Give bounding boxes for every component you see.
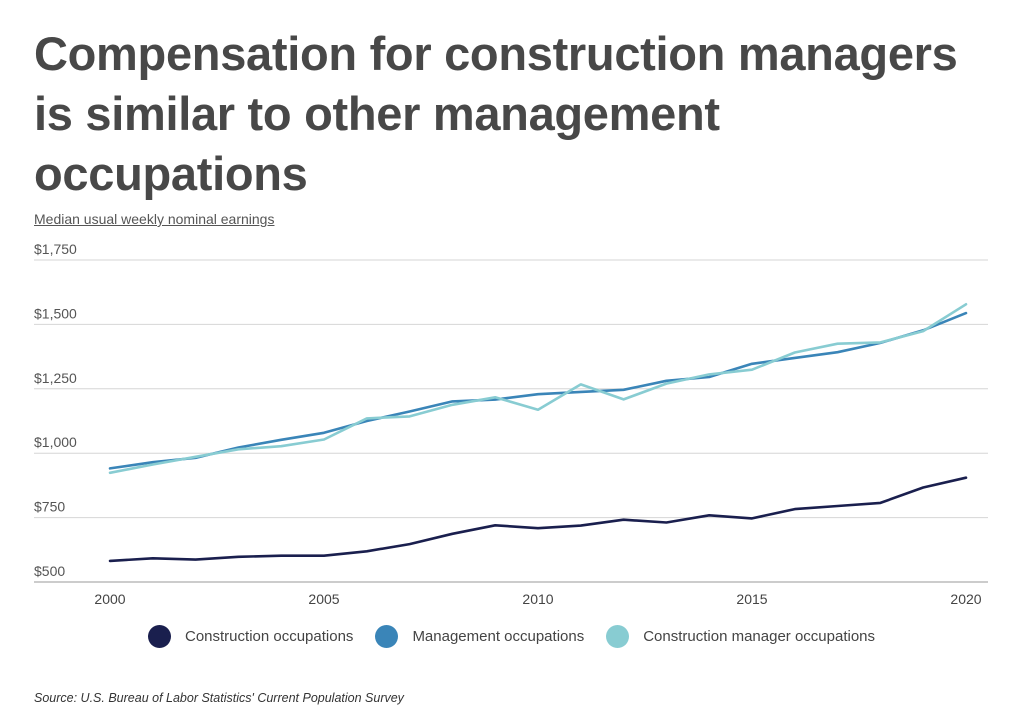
y-tick-label: $1,750 [34, 241, 77, 257]
y-tick-label: $750 [34, 499, 65, 515]
y-axis-label: Median usual weekly nominal earnings [34, 211, 275, 227]
x-tick-label: 2005 [308, 591, 339, 607]
y-tick-label: $1,500 [34, 305, 77, 321]
y-tick-labels: $500 $750 $1,000 $1,250 $1,500 $1,750 [34, 241, 77, 579]
legend-item: Management occupations [375, 624, 585, 648]
gridlines [34, 259, 988, 583]
series-line-2 [108, 302, 968, 475]
legend: Construction occupations Management occup… [148, 624, 897, 648]
chart-title: Compensation for construction managers i… [34, 27, 958, 200]
legend-item: Construction occupations [148, 624, 354, 648]
x-tick-label: 2020 [950, 591, 981, 607]
legend-swatch [606, 624, 630, 648]
y-tick-label: $1,250 [34, 370, 77, 386]
series-line-0 [108, 476, 968, 563]
series-lines [108, 302, 968, 563]
x-tick-labels: 2000 2005 2010 2015 2020 [94, 591, 981, 607]
legend-swatch [148, 624, 171, 648]
legend-swatch [375, 624, 399, 648]
legend-label: Construction occupations [185, 627, 354, 645]
series-line-1 [108, 311, 968, 470]
source-note: Source: U.S. Bureau of Labor Statistics'… [34, 691, 404, 705]
y-tick-label: $500 [34, 563, 65, 579]
x-tick-label: 2015 [736, 591, 767, 607]
y-tick-label: $1,000 [34, 434, 77, 450]
legend-label: Management occupations [412, 627, 585, 645]
legend-label: Construction manager occupations [643, 627, 876, 645]
x-tick-label: 2010 [522, 591, 553, 607]
x-tick-label: 2000 [94, 591, 125, 607]
legend-item: Construction manager occupations [606, 624, 876, 648]
